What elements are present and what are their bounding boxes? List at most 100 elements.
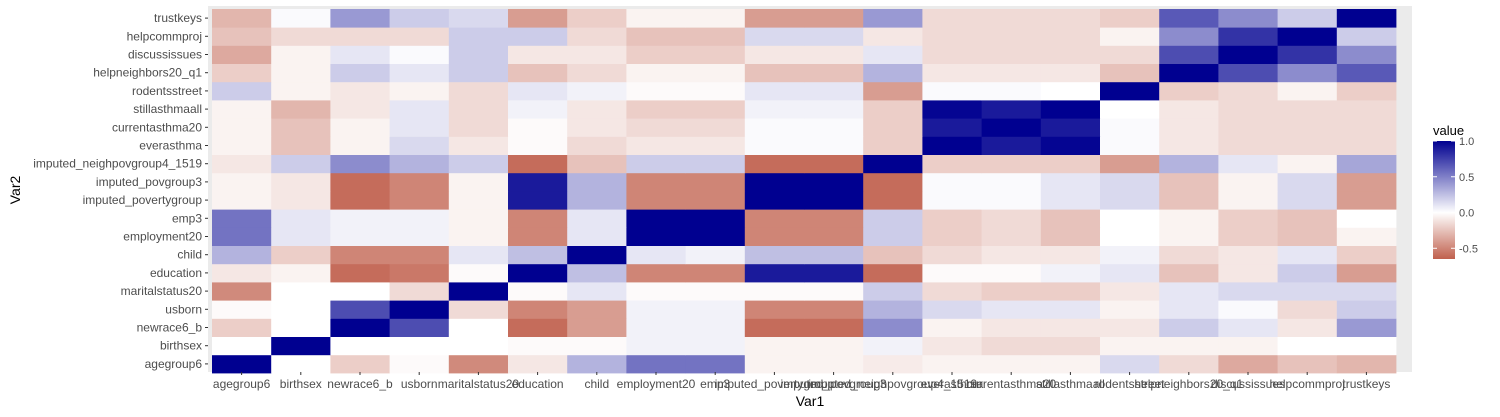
y-tick-label: birthsex <box>160 339 202 353</box>
heatmap-cell <box>1100 118 1160 137</box>
x-tick-label: helpneighbors20_q1 <box>1134 377 1243 391</box>
heatmap-cell <box>626 191 686 210</box>
heatmap-cell <box>626 63 686 83</box>
heatmap-cell <box>922 191 982 210</box>
heatmap-cell <box>212 209 272 228</box>
heatmap-cell <box>330 336 390 356</box>
y-tick-label: education <box>150 266 202 280</box>
heatmap-cell <box>1277 100 1338 119</box>
heatmap-cell <box>1040 63 1101 83</box>
heatmap-cell <box>981 191 1042 210</box>
heatmap-cell <box>1218 63 1278 83</box>
x-tick-label: emp3 <box>700 377 730 391</box>
heatmap-cell <box>1159 63 1219 83</box>
heatmap-cell <box>508 191 568 210</box>
heatmap-cell <box>448 172 509 192</box>
legend-title: value <box>1433 123 1464 138</box>
heatmap-cell <box>389 100 450 119</box>
heatmap-cell <box>330 282 390 301</box>
heatmap-cell <box>626 282 686 301</box>
heatmap-cell <box>448 245 509 265</box>
heatmap-cell <box>1100 263 1160 283</box>
heatmap-cell <box>626 45 686 64</box>
heatmap-cell <box>626 100 686 119</box>
heatmap-cell <box>1277 136 1338 155</box>
heatmap-cell <box>922 263 982 283</box>
heatmap-cell <box>1336 300 1397 319</box>
heatmap-cell <box>567 136 627 155</box>
heatmap-cell <box>981 154 1042 174</box>
heatmap-cell <box>981 336 1042 356</box>
legend-colorbar <box>1433 141 1455 259</box>
heatmap-cell <box>271 282 331 301</box>
heatmap-cell <box>626 300 686 319</box>
heatmap-cell <box>685 45 746 64</box>
heatmap-cell <box>981 245 1042 265</box>
heatmap-cell <box>863 100 923 119</box>
heatmap-cell <box>389 300 450 319</box>
heatmap-cell <box>271 245 331 265</box>
x-tick-label: usborn <box>401 377 438 391</box>
heatmap-cell <box>1336 245 1397 265</box>
heatmap-cell <box>1277 9 1338 28</box>
heatmap-cell <box>685 27 746 46</box>
heatmap-cell <box>1218 336 1278 356</box>
heatmap-cell <box>981 27 1042 46</box>
heatmap-cell <box>1277 191 1338 210</box>
heatmap-cell <box>389 45 450 64</box>
x-tick-label: imputed_povgroup3 <box>781 377 887 391</box>
heatmap-cell <box>1277 282 1338 301</box>
heatmap-cell <box>981 318 1042 337</box>
heatmap-cell <box>212 118 272 137</box>
heatmap-cell <box>389 118 450 137</box>
heatmap-cell <box>744 45 805 64</box>
heatmap-cell <box>804 318 864 337</box>
y-tick-label: usborn <box>165 302 202 316</box>
heatmap-cell <box>685 354 746 374</box>
heatmap-cell <box>1159 118 1219 137</box>
heatmap-cell <box>1336 336 1397 356</box>
heatmap-cell <box>804 282 864 301</box>
heatmap-cell <box>981 172 1042 192</box>
heatmap-cell <box>744 191 805 210</box>
heatmap-cell <box>922 172 982 192</box>
heatmap-cell <box>330 45 390 64</box>
heatmap-cell <box>1218 354 1278 374</box>
heatmap-cell <box>1040 191 1101 210</box>
heatmap-cell <box>330 136 390 155</box>
heatmap-cell <box>1336 27 1397 46</box>
y-tick-label: agegroup6 <box>145 357 203 371</box>
heatmap-cell <box>863 118 923 137</box>
heatmap-cell <box>1159 154 1219 174</box>
heatmap-cell <box>981 263 1042 283</box>
heatmap-cell <box>271 263 331 283</box>
heatmap-cell <box>1159 227 1219 246</box>
heatmap-cell <box>567 245 627 265</box>
legend-tick-label: -0.5 <box>1459 243 1478 255</box>
heatmap-cell <box>922 45 982 64</box>
heatmap-cell <box>448 318 509 337</box>
heatmap-cell <box>744 81 805 101</box>
heatmap-cell <box>1336 81 1397 101</box>
heatmap-cell <box>567 100 627 119</box>
heatmap-cell <box>448 354 509 374</box>
heatmap-cell <box>1040 45 1101 64</box>
heatmap-cell <box>744 118 805 137</box>
heatmap-cell <box>212 81 272 101</box>
heatmap-cell <box>1277 45 1338 64</box>
heatmap-cell <box>1277 81 1338 101</box>
heatmap-cell <box>508 245 568 265</box>
heatmap-cell <box>685 9 746 28</box>
heatmap-cell <box>1218 9 1278 28</box>
heatmap-cell <box>685 172 746 192</box>
heatmap-cell <box>685 191 746 210</box>
heatmap-cell <box>389 191 450 210</box>
heatmap-cell <box>1100 245 1160 265</box>
heatmap-cell <box>1336 9 1397 28</box>
heatmap-cell <box>922 100 982 119</box>
heatmap-cell <box>804 300 864 319</box>
heatmap-cell <box>1277 27 1338 46</box>
heatmap-cell <box>567 27 627 46</box>
heatmap-cell <box>508 172 568 192</box>
heatmap-cell <box>1277 318 1338 337</box>
